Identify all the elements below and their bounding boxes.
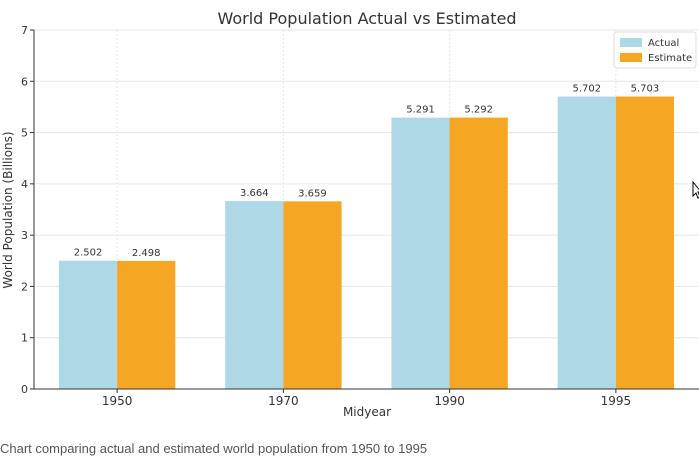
bar-value-label: 2.502	[74, 248, 103, 259]
bar-estimate-1970	[283, 201, 342, 389]
bar-data-labels: 2.502 2.498 3.664 3.659 5.291 5.292 5.702 5.703	[74, 84, 660, 259]
legend-label: Actual	[648, 38, 679, 49]
bar-actual-1950	[58, 260, 118, 389]
bar-value-label: 2.498	[132, 248, 161, 259]
bar-actual-1970	[225, 201, 284, 389]
y-tick-label: 2	[21, 280, 28, 293]
legend: Actual Estimate	[613, 31, 697, 69]
bar-value-label: 5.703	[631, 84, 660, 95]
bar-value-label: 3.659	[298, 188, 327, 199]
legend-swatch-actual	[620, 38, 642, 47]
chart-caption: Chart comparing actual and estimated wor…	[0, 441, 428, 456]
bar-actual-1995	[557, 96, 616, 390]
mouse-cursor-icon	[692, 181, 699, 199]
bar-value-label: 5.292	[464, 105, 493, 116]
x-tick-label: 1970	[268, 394, 299, 408]
y-tick-label: 6	[21, 75, 28, 88]
x-tick-label: 1995	[601, 394, 632, 408]
y-tick-label: 7	[21, 24, 28, 37]
bar-actual-1990	[391, 117, 450, 390]
bar-value-label: 5.291	[406, 105, 435, 116]
y-tick-label: 3	[21, 229, 28, 242]
bar-value-label: 5.702	[572, 84, 601, 95]
y-tick-label: 0	[21, 383, 28, 396]
bar-chart: World Population Actual vs Estimated 0 1 2…	[1, 9, 699, 419]
legend-swatch-estimate	[620, 53, 642, 62]
bar-series	[58, 96, 675, 390]
x-tick-label: 1990	[434, 394, 465, 408]
x-axis-label: Midyear	[343, 405, 391, 419]
bar-estimate-1950	[117, 260, 176, 389]
bar-value-label: 3.664	[240, 188, 269, 199]
y-axis-ticks: 0 1 2 3 4 5 6 7	[21, 24, 34, 396]
legend-label: Estimate	[648, 53, 692, 64]
y-tick-label: 4	[21, 178, 28, 191]
bar-estimate-1995	[615, 96, 675, 389]
chart-title: World Population Actual vs Estimated	[217, 9, 516, 28]
bar-estimate-1990	[449, 117, 508, 389]
x-axis-ticks: 1950 1970 1990 1995	[102, 389, 631, 408]
y-tick-label: 1	[21, 332, 28, 345]
y-tick-label: 5	[21, 127, 28, 140]
y-axis-label: World Population (Billions)	[1, 131, 15, 288]
x-tick-label: 1950	[102, 394, 133, 408]
